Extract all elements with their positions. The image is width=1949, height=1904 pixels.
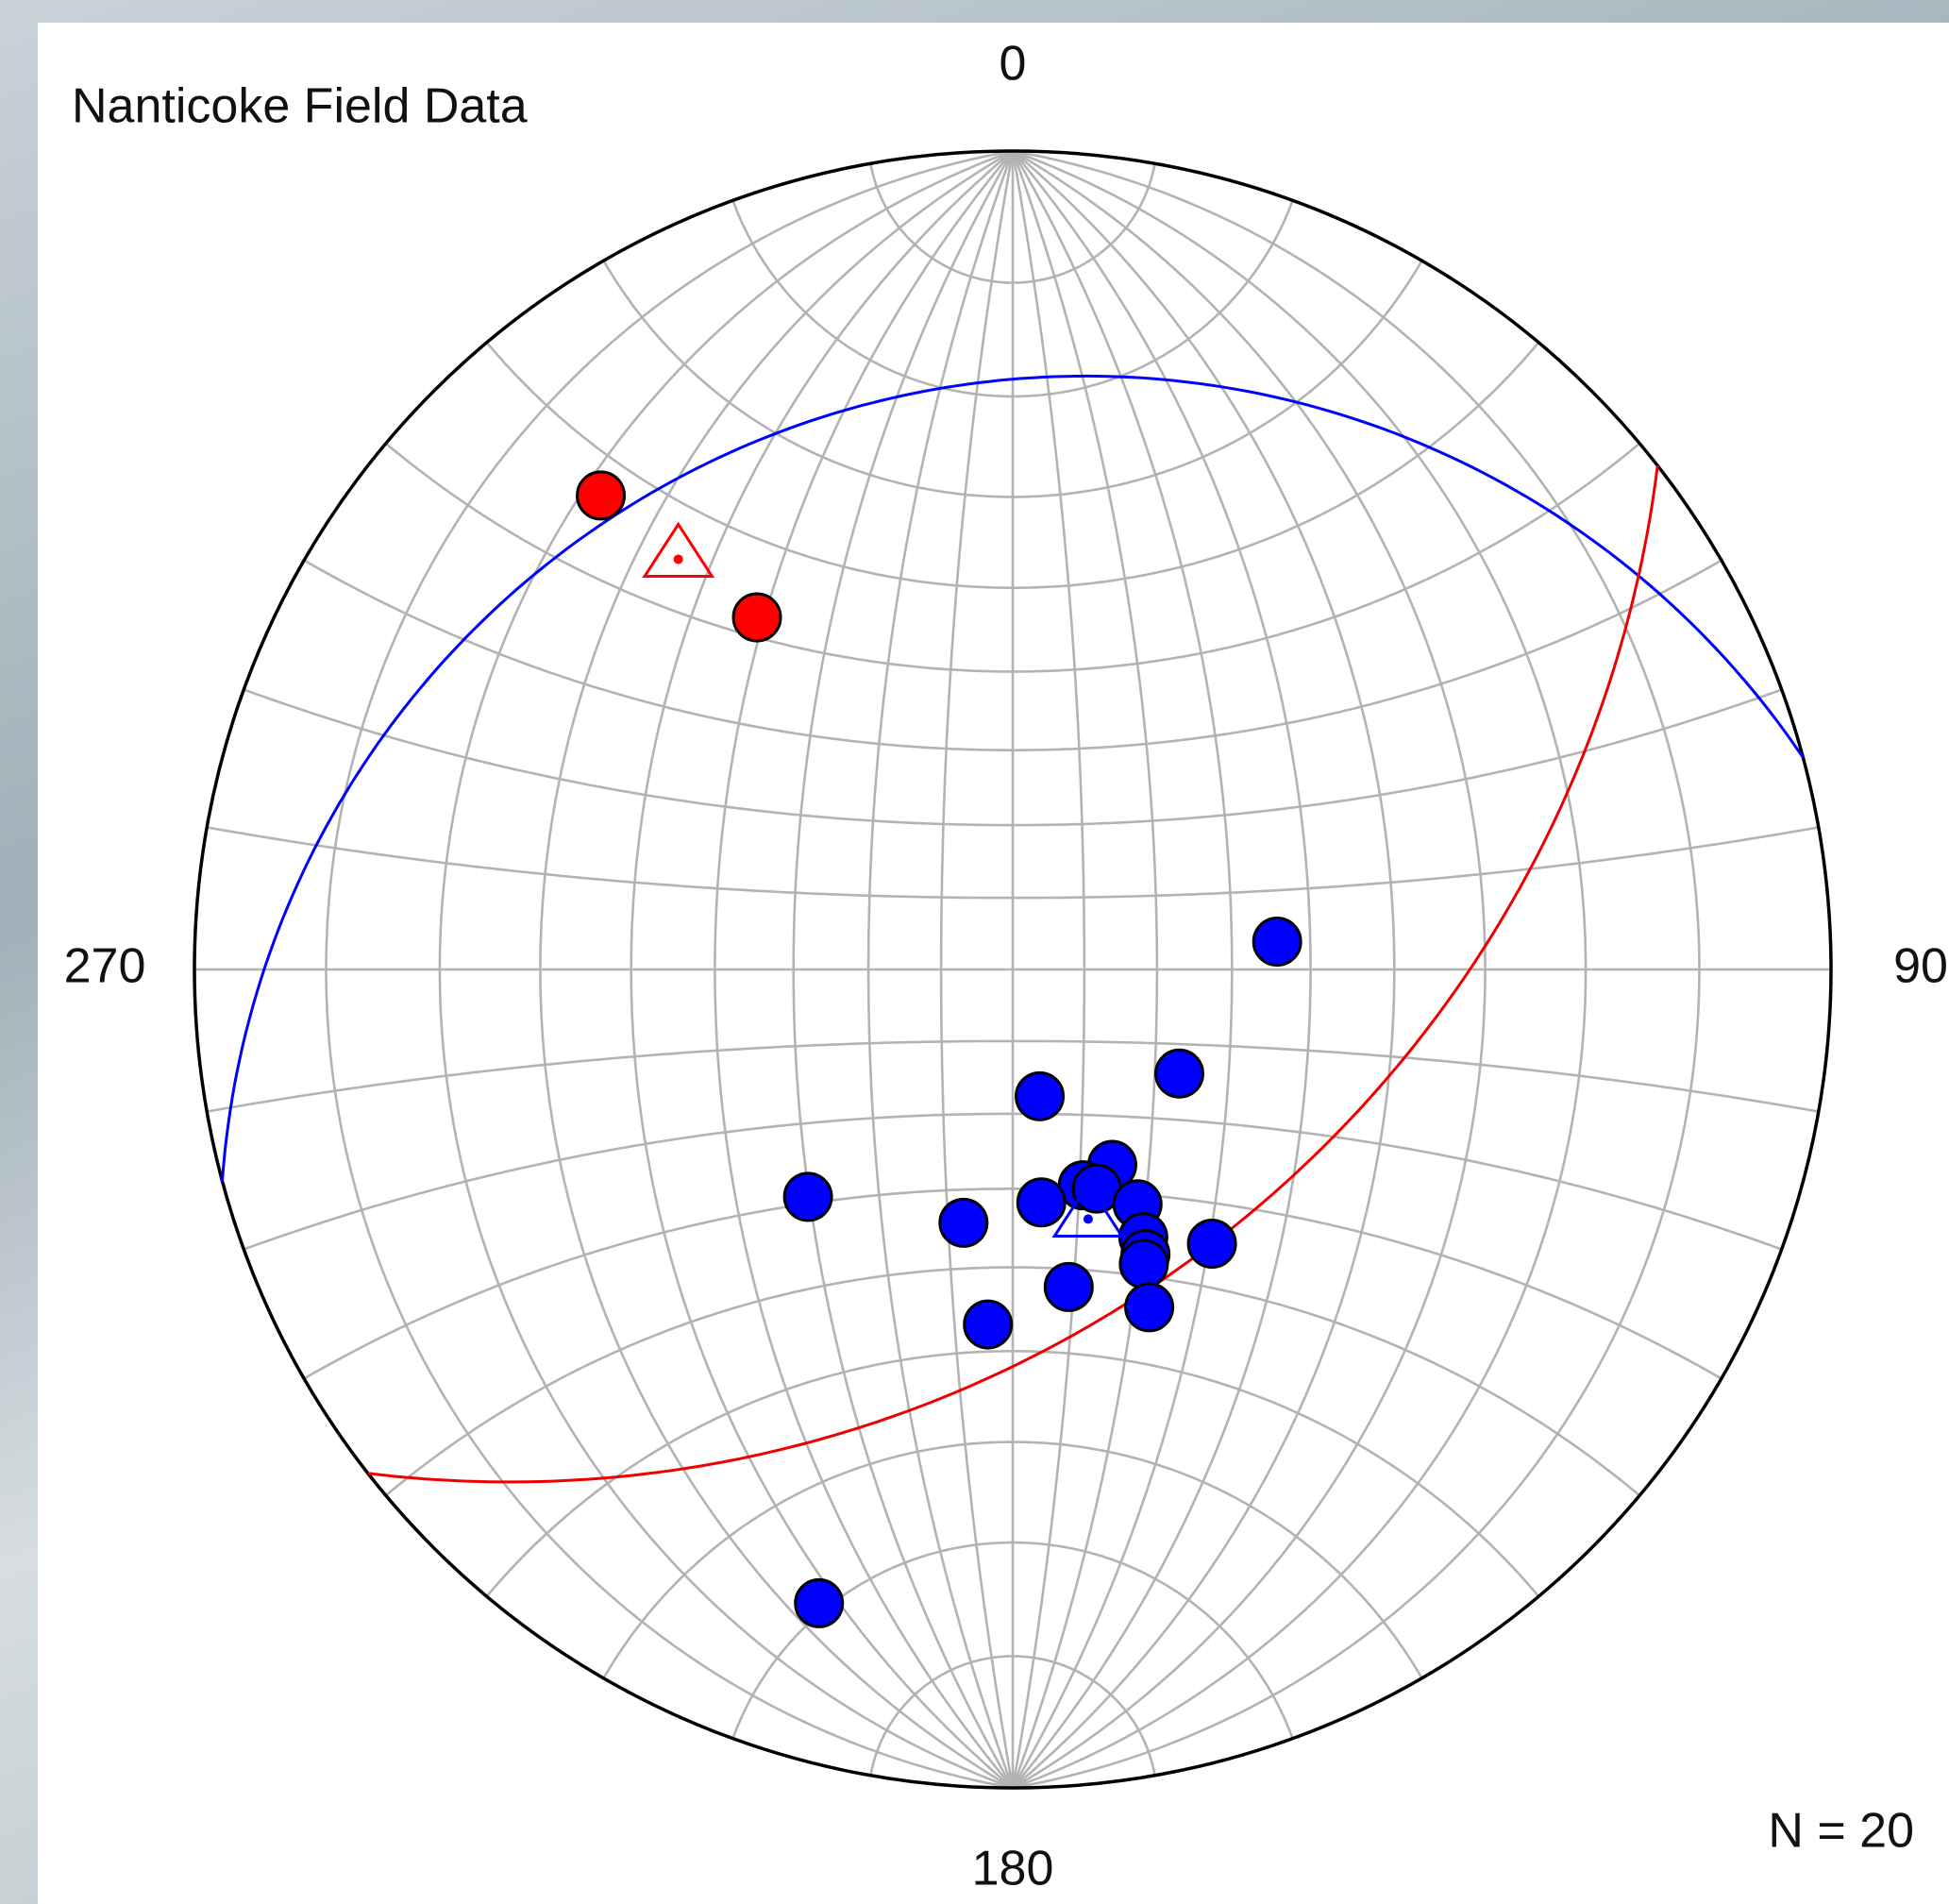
mean-dot — [674, 554, 683, 564]
data-point — [784, 1173, 832, 1221]
data-point — [965, 1301, 1012, 1348]
data-point — [1120, 1240, 1168, 1288]
data-point — [940, 1199, 987, 1246]
data-point — [1017, 1179, 1065, 1226]
data-point — [1188, 1221, 1235, 1268]
chart-title: Nanticoke Field Data — [72, 79, 528, 134]
data-point — [1126, 1284, 1173, 1331]
data-point — [796, 1579, 843, 1626]
data-point — [1156, 1050, 1203, 1097]
mean-marker — [645, 524, 712, 576]
data-point — [578, 472, 625, 519]
data-point — [1017, 1072, 1064, 1120]
azimuth-label: 90 — [1893, 939, 1948, 994]
mean-dot — [1084, 1214, 1093, 1223]
data-point — [1253, 918, 1301, 966]
data-point — [733, 594, 781, 641]
page: {"chart_data": { "type": "stereonet", "p… — [0, 0, 1949, 1904]
azimuth-label: 0 — [1000, 37, 1027, 92]
annotation: N = 20 — [1768, 1804, 1914, 1859]
data-point — [1045, 1263, 1092, 1310]
azimuth-label: 270 — [64, 939, 146, 994]
chart: Nanticoke Field Data N = 20 0 90 180 270 — [0, 0, 1949, 1904]
azimuth-label: 180 — [972, 1842, 1054, 1896]
